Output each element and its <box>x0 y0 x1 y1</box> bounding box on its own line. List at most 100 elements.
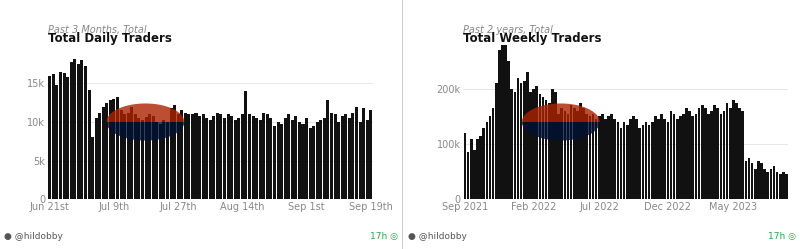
Bar <box>626 125 629 199</box>
Bar <box>773 166 775 199</box>
Bar <box>470 138 473 199</box>
Bar <box>632 117 635 199</box>
Bar <box>610 114 613 199</box>
Bar <box>782 172 785 199</box>
Bar <box>48 76 51 199</box>
Bar <box>617 122 619 199</box>
Bar <box>719 114 722 199</box>
Bar <box>532 89 535 199</box>
Bar <box>738 108 741 199</box>
Bar <box>134 114 137 199</box>
Bar <box>145 117 147 199</box>
Bar <box>66 77 69 199</box>
Bar <box>638 127 641 199</box>
Bar <box>187 114 190 199</box>
Bar <box>707 114 710 199</box>
Bar <box>779 174 782 199</box>
Bar <box>682 114 685 199</box>
Bar <box>545 100 547 199</box>
Bar <box>489 117 491 199</box>
Bar <box>219 114 222 199</box>
Bar <box>198 116 201 199</box>
Bar <box>334 114 337 199</box>
Bar <box>209 121 212 199</box>
Text: Past 3 Months, Total: Past 3 Months, Total <box>48 25 146 35</box>
Bar <box>162 121 166 199</box>
Bar <box>109 100 112 199</box>
Bar <box>184 113 187 199</box>
Bar <box>355 107 358 199</box>
Bar <box>91 137 94 199</box>
Bar <box>679 117 682 199</box>
Bar <box>316 122 318 199</box>
Bar <box>586 114 588 199</box>
Text: Past 2 years, Total: Past 2 years, Total <box>463 25 554 35</box>
Bar <box>305 118 308 199</box>
Bar <box>55 85 58 199</box>
Bar <box>563 111 566 199</box>
Bar <box>660 114 663 199</box>
Bar <box>98 113 102 199</box>
Bar <box>676 119 678 199</box>
Bar <box>258 121 262 199</box>
Bar <box>748 158 750 199</box>
Bar <box>735 103 738 199</box>
Polygon shape <box>106 104 184 122</box>
Bar <box>714 106 716 199</box>
Bar <box>566 114 570 199</box>
Bar <box>223 118 226 199</box>
Bar <box>309 128 312 199</box>
Bar <box>504 39 507 199</box>
Polygon shape <box>106 122 184 140</box>
Bar <box>694 114 698 199</box>
Bar <box>177 114 180 199</box>
Bar <box>717 108 719 199</box>
Bar <box>686 108 688 199</box>
Bar <box>750 163 754 199</box>
Bar <box>351 113 354 199</box>
Bar <box>362 108 365 199</box>
Bar <box>280 124 283 199</box>
Bar <box>614 119 616 199</box>
Bar <box>302 124 305 199</box>
Text: ● @hildobby: ● @hildobby <box>408 232 467 241</box>
Bar <box>241 114 244 199</box>
Bar <box>701 106 703 199</box>
Bar <box>87 90 90 199</box>
Bar <box>173 105 176 199</box>
Bar <box>482 127 485 199</box>
Bar <box>312 126 315 199</box>
Bar <box>251 116 254 199</box>
Bar <box>495 83 498 199</box>
Bar <box>573 108 575 199</box>
Bar <box>607 117 610 199</box>
Bar <box>77 64 80 199</box>
Bar <box>216 113 219 199</box>
Bar <box>366 121 369 199</box>
Bar <box>601 114 604 199</box>
Polygon shape <box>522 122 600 140</box>
Bar <box>530 92 532 199</box>
Bar <box>294 116 298 199</box>
Bar <box>70 62 73 199</box>
Bar <box>754 169 757 199</box>
Bar <box>170 108 173 199</box>
Bar <box>84 66 87 199</box>
Bar <box>722 111 726 199</box>
Bar <box>273 126 276 199</box>
Bar <box>113 99 115 199</box>
Bar <box>538 94 542 199</box>
Bar <box>473 150 476 199</box>
Bar <box>123 114 126 199</box>
Bar <box>598 117 601 199</box>
Bar <box>226 114 230 199</box>
Bar <box>732 100 734 199</box>
Bar <box>479 136 482 199</box>
Bar <box>180 110 183 199</box>
Bar <box>745 161 747 199</box>
Bar <box>620 127 622 199</box>
Bar <box>776 172 778 199</box>
Bar <box>116 97 119 199</box>
Bar <box>582 108 585 199</box>
Bar <box>262 113 266 199</box>
